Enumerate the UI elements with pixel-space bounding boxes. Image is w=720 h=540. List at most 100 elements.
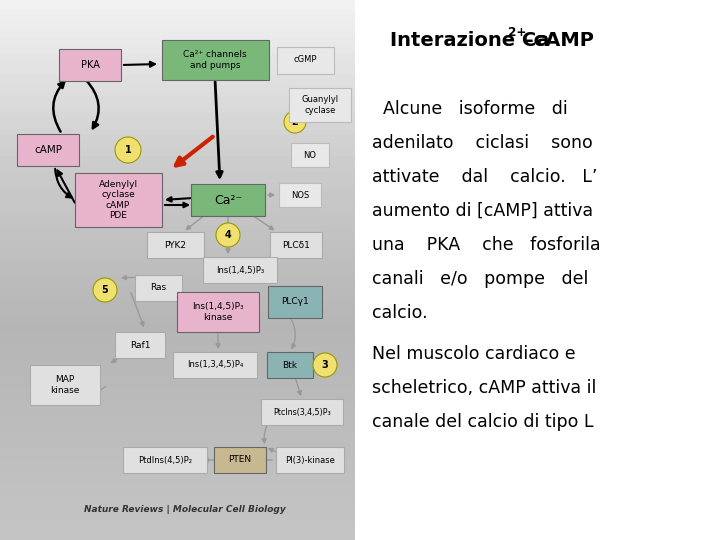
Bar xyxy=(0,48,355,54)
Bar xyxy=(0,53,355,59)
Text: NO: NO xyxy=(304,151,317,159)
Text: Interazione Ca: Interazione Ca xyxy=(390,30,549,50)
Text: 3: 3 xyxy=(322,360,328,370)
Bar xyxy=(0,393,355,400)
Bar xyxy=(0,420,355,427)
Bar xyxy=(355,0,720,540)
Text: scheletrico, cAMP attiva il: scheletrico, cAMP attiva il xyxy=(372,379,596,397)
Bar xyxy=(0,247,355,254)
Text: adenilato    ciclasi    sono: adenilato ciclasi sono xyxy=(372,134,593,152)
FancyBboxPatch shape xyxy=(267,352,313,378)
Text: NOS: NOS xyxy=(291,191,309,199)
Circle shape xyxy=(115,137,141,163)
Text: Ins(1,4,5)P₃
kinase: Ins(1,4,5)P₃ kinase xyxy=(192,302,244,322)
Text: Alcune   isoforme   di: Alcune isoforme di xyxy=(372,100,568,118)
Bar xyxy=(0,21,355,27)
Circle shape xyxy=(284,111,306,133)
Circle shape xyxy=(93,278,117,302)
FancyBboxPatch shape xyxy=(115,332,165,358)
Bar xyxy=(0,426,355,432)
Bar xyxy=(0,339,355,346)
Bar xyxy=(0,237,355,243)
Bar xyxy=(0,501,355,508)
Bar xyxy=(0,274,355,281)
Bar xyxy=(0,91,355,97)
Text: una    PKA    che   fosforila: una PKA che fosforila xyxy=(372,236,600,254)
Bar xyxy=(0,204,355,211)
Text: Btk: Btk xyxy=(282,361,297,369)
Bar xyxy=(0,345,355,351)
Bar xyxy=(0,258,355,265)
Bar xyxy=(0,226,355,232)
Bar xyxy=(0,361,355,367)
Bar xyxy=(0,280,355,286)
Bar xyxy=(0,388,355,394)
Text: PYK2: PYK2 xyxy=(164,240,186,249)
Bar xyxy=(0,382,355,389)
Bar xyxy=(0,496,355,502)
Bar xyxy=(0,145,355,151)
Bar xyxy=(0,415,355,421)
Text: aumento di [cAMP] attiva: aumento di [cAMP] attiva xyxy=(372,202,593,220)
FancyBboxPatch shape xyxy=(177,292,259,332)
FancyBboxPatch shape xyxy=(279,183,321,207)
Text: 5: 5 xyxy=(102,285,109,295)
FancyBboxPatch shape xyxy=(270,232,322,258)
Bar xyxy=(0,96,355,103)
Bar xyxy=(0,58,355,65)
Bar xyxy=(0,4,355,11)
Text: canale del calcio di tipo L: canale del calcio di tipo L xyxy=(372,413,593,431)
Bar xyxy=(0,523,355,529)
Bar xyxy=(0,307,355,313)
Bar xyxy=(0,69,355,76)
FancyBboxPatch shape xyxy=(191,184,265,216)
Bar xyxy=(0,102,355,108)
Bar xyxy=(0,37,355,43)
Text: –cAMP: –cAMP xyxy=(524,30,594,50)
Bar xyxy=(0,453,355,459)
Bar xyxy=(0,355,355,362)
Bar xyxy=(0,242,355,248)
Bar xyxy=(0,42,355,49)
Bar xyxy=(0,323,355,329)
Bar xyxy=(0,0,355,5)
FancyBboxPatch shape xyxy=(289,88,351,122)
Bar xyxy=(0,436,355,443)
Bar xyxy=(0,528,355,535)
Text: Ca²⁺ channels
and pumps: Ca²⁺ channels and pumps xyxy=(183,50,247,70)
FancyBboxPatch shape xyxy=(261,399,343,425)
Bar xyxy=(0,172,355,178)
Text: 4: 4 xyxy=(225,230,231,240)
Bar xyxy=(0,409,355,416)
Bar xyxy=(0,377,355,383)
FancyBboxPatch shape xyxy=(173,352,257,378)
Bar xyxy=(0,442,355,448)
Bar xyxy=(0,264,355,270)
Bar xyxy=(0,328,355,335)
Bar xyxy=(0,469,355,475)
Bar xyxy=(0,372,355,378)
Bar xyxy=(0,399,355,405)
Text: cGMP: cGMP xyxy=(293,56,317,64)
Bar xyxy=(0,15,355,22)
Bar xyxy=(0,296,355,302)
Bar xyxy=(0,107,355,113)
Bar xyxy=(0,404,355,410)
Text: Ras: Ras xyxy=(150,284,166,293)
Bar xyxy=(0,269,355,275)
Bar xyxy=(0,253,355,259)
FancyBboxPatch shape xyxy=(268,286,322,318)
Text: PLCδ1: PLCδ1 xyxy=(282,240,310,249)
Bar xyxy=(0,285,355,292)
FancyBboxPatch shape xyxy=(123,447,207,473)
Bar xyxy=(0,507,355,513)
Bar xyxy=(0,193,355,200)
Text: PI(3)-kinase: PI(3)-kinase xyxy=(285,456,335,464)
FancyBboxPatch shape xyxy=(214,447,266,473)
Bar xyxy=(0,177,355,184)
Bar xyxy=(0,26,355,32)
Bar xyxy=(0,291,355,297)
Bar xyxy=(0,134,355,140)
Bar xyxy=(0,474,355,481)
Bar xyxy=(0,220,355,227)
